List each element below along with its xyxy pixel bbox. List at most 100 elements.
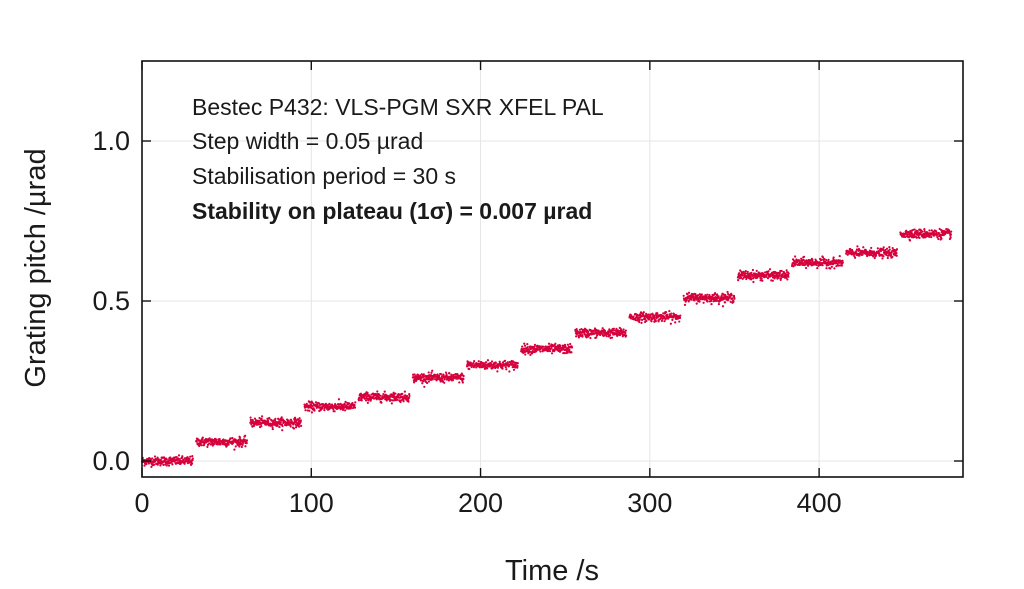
data-point <box>600 332 603 335</box>
data-point <box>717 303 721 306</box>
data-point <box>292 427 296 430</box>
data-point <box>308 409 311 412</box>
data-point <box>219 443 222 446</box>
data-point <box>403 390 406 393</box>
data-point <box>401 392 404 395</box>
data-point <box>857 247 861 251</box>
data-point <box>299 419 302 422</box>
data-point <box>823 258 826 261</box>
data-point <box>746 270 749 274</box>
data-point <box>870 246 873 250</box>
data-point <box>539 350 542 353</box>
data-point <box>715 298 718 302</box>
data-point <box>829 267 832 270</box>
data-point <box>162 463 165 466</box>
data-point <box>624 329 627 332</box>
data-point <box>473 359 476 363</box>
data-point <box>406 394 409 398</box>
data-point <box>721 305 725 308</box>
data-point <box>159 464 162 467</box>
data-point <box>785 269 788 272</box>
plateau <box>845 245 899 260</box>
data-point <box>550 352 554 355</box>
data-point <box>670 312 673 315</box>
data-point <box>678 320 681 323</box>
data-point <box>547 342 551 345</box>
data-point <box>389 398 392 402</box>
data-point <box>341 408 345 412</box>
data-point <box>581 335 584 338</box>
data-point <box>249 418 252 421</box>
data-point <box>595 336 598 339</box>
data-point <box>687 300 690 303</box>
plateau <box>249 415 303 432</box>
data-point <box>698 300 701 303</box>
data-point <box>638 318 641 321</box>
data-point <box>861 253 864 256</box>
data-point <box>755 269 758 272</box>
data-point <box>404 394 407 397</box>
data-point <box>779 277 783 280</box>
data-point <box>674 321 677 324</box>
data-point <box>595 329 598 332</box>
data-point <box>259 423 262 426</box>
data-point <box>396 398 399 401</box>
data-point <box>229 437 232 440</box>
data-point <box>768 268 772 271</box>
data-point <box>526 343 529 346</box>
data-point <box>695 302 698 305</box>
data-point <box>752 276 755 279</box>
annotation-step-width: Step width = 0.05 µrad <box>192 128 423 154</box>
data-point <box>201 436 204 439</box>
annotation-instrument: Bestec P432: VLS-PGM SXR XFEL PAL <box>192 94 604 120</box>
plot-frame <box>141 60 964 478</box>
data-point <box>815 263 818 266</box>
data-point <box>563 352 566 355</box>
data-point <box>779 278 782 281</box>
data-point <box>710 303 713 306</box>
data-point <box>438 377 441 380</box>
data-point <box>550 347 553 350</box>
data-point <box>171 463 174 466</box>
data-point <box>846 253 849 256</box>
data-point <box>468 367 471 371</box>
data-point <box>195 440 198 443</box>
data-point <box>300 424 303 427</box>
data-point <box>593 327 597 330</box>
data-point <box>520 348 524 351</box>
data-point <box>363 394 367 397</box>
data-point <box>353 406 357 409</box>
data-point <box>608 334 612 337</box>
y-tick-labels: 0.0 0.5 1.0 <box>92 126 130 476</box>
data-point <box>304 409 307 412</box>
data-point <box>706 300 709 303</box>
data-point <box>490 360 494 363</box>
data-point <box>928 229 931 232</box>
data-point <box>181 455 184 458</box>
data-point <box>241 443 244 446</box>
data-point <box>486 367 489 370</box>
data-point <box>244 434 247 437</box>
plateau <box>465 359 519 373</box>
data-point <box>312 402 315 405</box>
data-point <box>177 454 181 457</box>
data-point <box>191 455 194 458</box>
data-point <box>477 360 480 363</box>
data-point <box>297 425 301 428</box>
data-point <box>357 399 361 402</box>
data-point <box>642 311 645 314</box>
plateau <box>736 268 790 284</box>
data-point <box>668 310 671 313</box>
data-point <box>820 258 823 261</box>
data-point <box>638 320 641 324</box>
plateau <box>790 254 844 270</box>
data-point <box>237 438 240 441</box>
data-point <box>574 330 577 333</box>
data-point <box>752 280 755 284</box>
data-point <box>323 409 326 412</box>
data-point <box>730 293 733 297</box>
data-point <box>778 271 782 275</box>
data-point <box>379 394 382 397</box>
data-point <box>448 372 451 375</box>
annotation-stability: Stability on plateau (1σ) = 0.007 µrad <box>192 198 592 224</box>
